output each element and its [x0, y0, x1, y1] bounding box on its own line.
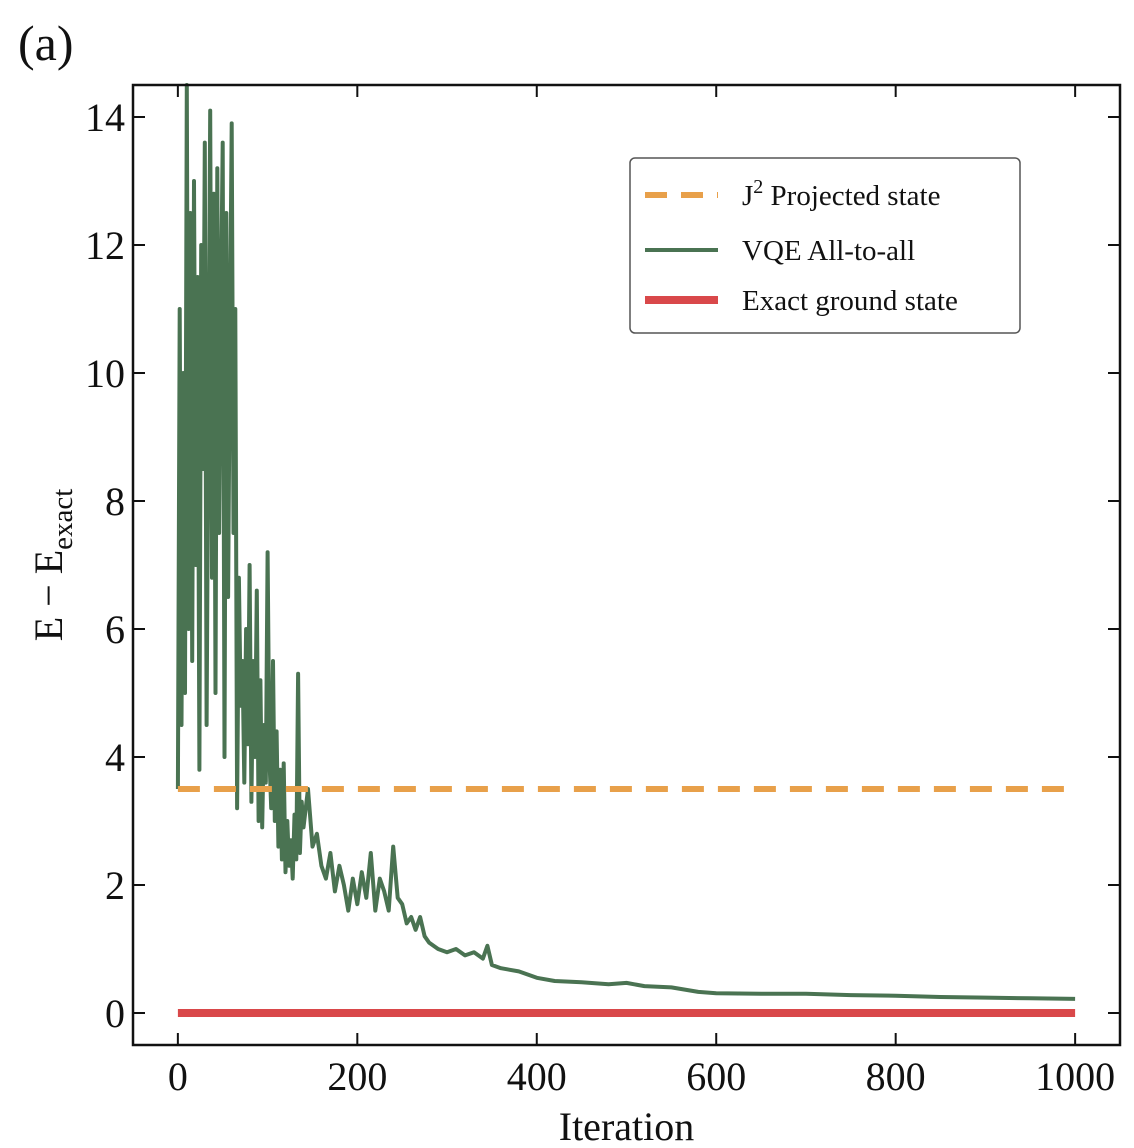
legend-label-vqe: VQE All-to-all	[742, 235, 915, 267]
y-axis-title-subscript: exact	[47, 489, 79, 550]
x-tick-label: 600	[686, 1054, 746, 1099]
y-tick-label: 6	[105, 607, 125, 652]
y-axis-title-main: E − E	[26, 550, 71, 641]
x-axis-title: Iteration	[559, 1104, 695, 1148]
plot-frame	[131, 83, 1122, 1047]
x-tick-label: 0	[168, 1054, 188, 1099]
x-tick-label: 200	[327, 1054, 387, 1099]
legend: J2 Projected state VQE All-to-all Exact …	[629, 157, 1021, 334]
legend-label-projected-superscript: 2	[753, 176, 763, 198]
axis-ticks	[133, 85, 1120, 1045]
panel-label: (a)	[18, 15, 74, 71]
y-axis-title: E − Eexact	[26, 489, 79, 642]
y-tick-label: 12	[85, 223, 125, 268]
x-tick-label: 1000	[1035, 1054, 1115, 1099]
legend-box	[629, 157, 1021, 334]
plot-series	[175, 83, 1076, 1017]
y-tick-label: 4	[105, 735, 125, 780]
y-tick-label: 0	[105, 991, 125, 1036]
series-line-vqe	[175, 83, 1076, 1001]
y-tick-label: 8	[105, 479, 125, 524]
x-tick-label: 400	[507, 1054, 567, 1099]
y-tick-label: 10	[85, 351, 125, 396]
legend-label-projected: J2 Projected state	[742, 176, 940, 212]
y-tick-label: 14	[85, 95, 125, 140]
legend-label-projected-main: J	[742, 180, 753, 212]
axis-tick-labels: 0 200 400 600 800 1000 0 2 4 6 8 10 12 14	[85, 95, 1115, 1099]
legend-label-projected-rest: Projected state	[763, 180, 940, 212]
legend-label-exact: Exact ground state	[742, 285, 958, 317]
y-tick-label: 2	[105, 863, 125, 908]
x-tick-label: 800	[866, 1054, 926, 1099]
